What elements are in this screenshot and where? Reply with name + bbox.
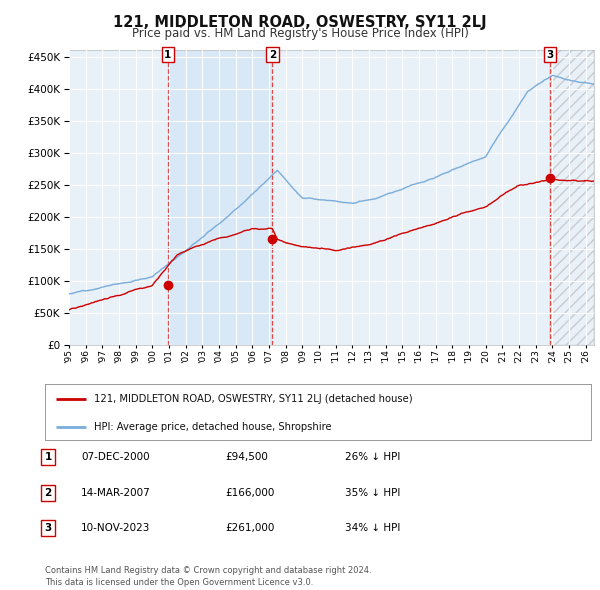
Text: £166,000: £166,000 <box>225 488 274 497</box>
Text: 26% ↓ HPI: 26% ↓ HPI <box>345 453 400 462</box>
Bar <box>550 50 594 345</box>
Text: 2: 2 <box>44 488 52 497</box>
Bar <box>168 50 272 345</box>
Text: 121, MIDDLETON ROAD, OSWESTRY, SY11 2LJ (detached house): 121, MIDDLETON ROAD, OSWESTRY, SY11 2LJ … <box>94 394 413 404</box>
Text: 07-DEC-2000: 07-DEC-2000 <box>81 453 149 462</box>
Text: 1: 1 <box>164 50 172 60</box>
Text: 2: 2 <box>269 50 276 60</box>
Text: £94,500: £94,500 <box>225 453 268 462</box>
Text: 1: 1 <box>44 453 52 462</box>
Text: 121, MIDDLETON ROAD, OSWESTRY, SY11 2LJ: 121, MIDDLETON ROAD, OSWESTRY, SY11 2LJ <box>113 15 487 30</box>
Text: Contains HM Land Registry data © Crown copyright and database right 2024.
This d: Contains HM Land Registry data © Crown c… <box>45 566 371 587</box>
Text: 35% ↓ HPI: 35% ↓ HPI <box>345 488 400 497</box>
Text: £261,000: £261,000 <box>225 523 274 533</box>
Text: 10-NOV-2023: 10-NOV-2023 <box>81 523 151 533</box>
Text: 3: 3 <box>547 50 554 60</box>
Bar <box>550 50 594 345</box>
Text: 3: 3 <box>44 523 52 533</box>
Text: 34% ↓ HPI: 34% ↓ HPI <box>345 523 400 533</box>
Text: HPI: Average price, detached house, Shropshire: HPI: Average price, detached house, Shro… <box>94 422 332 432</box>
Text: 14-MAR-2007: 14-MAR-2007 <box>81 488 151 497</box>
Text: Price paid vs. HM Land Registry's House Price Index (HPI): Price paid vs. HM Land Registry's House … <box>131 27 469 40</box>
